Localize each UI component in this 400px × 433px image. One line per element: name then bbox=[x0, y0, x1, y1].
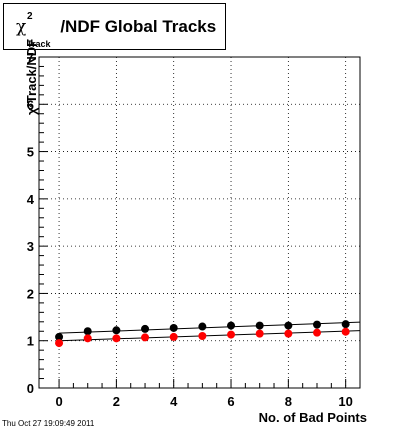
x-tick-label: 10 bbox=[338, 394, 352, 409]
data-point bbox=[198, 322, 207, 331]
data-point bbox=[169, 332, 178, 341]
y-tick-label: 1 bbox=[27, 334, 34, 349]
chart-title: χ/NDF Global Tracks bbox=[16, 17, 217, 37]
x-tick-label: 2 bbox=[113, 394, 120, 409]
x-tick-label: 4 bbox=[170, 394, 178, 409]
x-tick-label: 8 bbox=[285, 394, 292, 409]
data-point bbox=[227, 330, 236, 339]
y-tick-label: 7 bbox=[27, 50, 34, 65]
data-point bbox=[55, 332, 64, 341]
title-superscript: 2 bbox=[27, 11, 33, 22]
data-point bbox=[313, 320, 322, 329]
data-point bbox=[141, 324, 150, 333]
fit-line-series-2 bbox=[59, 330, 361, 342]
y-axis-label-wrap: χ²Track/NDF bbox=[4, 39, 39, 175]
title-box: χ/NDF Global Tracks 2 Track bbox=[3, 3, 226, 50]
title-subscript: Track bbox=[27, 39, 51, 49]
axis-ticks: 0 2 4 6 8 10 0 1 2 3 4 5 6 7 bbox=[27, 50, 361, 409]
data-point bbox=[83, 334, 92, 343]
data-point bbox=[284, 321, 293, 330]
x-axis-label: No. of Bad Points bbox=[259, 410, 367, 425]
data-point bbox=[112, 326, 121, 335]
plot-frame bbox=[38, 56, 361, 389]
data-point bbox=[198, 331, 207, 340]
y-tick-label: 0 bbox=[27, 381, 34, 396]
fit-line-series-1 bbox=[59, 321, 361, 334]
data-point bbox=[341, 327, 350, 336]
data-point bbox=[313, 328, 322, 337]
data-point bbox=[341, 320, 350, 329]
timestamp-footer: Thu Oct 27 19:09:49 2011 bbox=[2, 419, 95, 428]
series-curves bbox=[59, 321, 361, 342]
y-tick-label: 4 bbox=[27, 192, 35, 207]
y-tick-label: 2 bbox=[27, 286, 34, 301]
data-point bbox=[169, 323, 178, 332]
data-point bbox=[255, 329, 264, 338]
y-tick-label: 5 bbox=[27, 145, 34, 160]
y-tick-label: 6 bbox=[27, 97, 34, 112]
x-tick-label: 0 bbox=[55, 394, 62, 409]
data-point bbox=[112, 334, 121, 343]
x-tick-label: 6 bbox=[227, 394, 234, 409]
data-point bbox=[83, 327, 92, 336]
y-tick-label: 3 bbox=[27, 239, 34, 254]
data-point bbox=[284, 329, 293, 338]
data-point bbox=[227, 321, 236, 330]
data-point bbox=[255, 321, 264, 330]
data-point bbox=[141, 333, 150, 342]
data-point bbox=[55, 339, 64, 348]
y-axis-label: χ²Track/NDF bbox=[24, 38, 39, 115]
series-points bbox=[55, 320, 350, 348]
